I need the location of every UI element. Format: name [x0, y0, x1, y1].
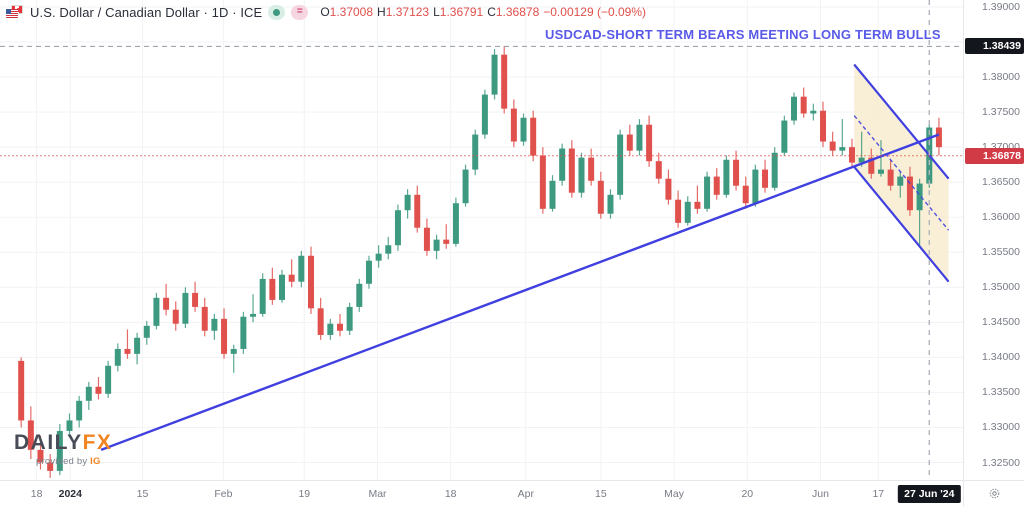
channel-lines: [853, 63, 950, 283]
price-axis-tick: 1.39000: [982, 1, 1020, 13]
ohlc-open-value: 1.37008: [329, 5, 374, 19]
time-axis-tick: 20: [741, 488, 754, 500]
price-axis-tick: 1.37500: [982, 106, 1020, 119]
gear-icon[interactable]: [988, 487, 1001, 500]
usa-flag-icon: [6, 9, 18, 18]
ohlc-high-key: H: [377, 5, 386, 19]
price-axis-tick: 1.36000: [982, 211, 1020, 224]
ohlc-open: O1.37008: [320, 5, 373, 19]
price-axis[interactable]: 1.390001.380001.375001.370001.365001.360…: [963, 0, 1024, 480]
usd-cad-flags-icon: [6, 4, 24, 20]
time-axis-tick: 17: [872, 488, 885, 500]
chart-legend: U.S. Dollar / Canadian Dollar · 1D · ICE…: [6, 4, 646, 20]
ohlc-close-key: C: [487, 5, 496, 19]
time-axis-tick: 18: [444, 488, 457, 500]
time-axis-tick: Feb: [214, 488, 233, 500]
market-open-dot-icon[interactable]: [268, 4, 286, 20]
watermark-subtitle: provided by IG: [36, 456, 112, 467]
last-price-badge: 1.36878: [965, 147, 1024, 164]
watermark-fx: FX: [82, 431, 113, 454]
adjusted-data-label: =: [296, 6, 303, 17]
descending-channel-overlay: [854, 64, 949, 282]
long-term-uptrend-line: [100, 133, 940, 452]
ohlc-close: C1.36878: [487, 5, 539, 19]
price-axis-tick: 1.36500: [982, 176, 1020, 189]
time-axis-tick: 15: [595, 488, 607, 500]
price-axis-tick: 1.33500: [982, 386, 1020, 399]
symbol-title[interactable]: U.S. Dollar / Canadian Dollar · 1D · ICE: [30, 4, 263, 20]
time-axis-tick: May: [664, 488, 685, 500]
period-high-badge: 1.38439: [965, 38, 1024, 55]
ohlc-change: −0.00129 (−0.09%): [543, 5, 646, 19]
chart-plot-area[interactable]: [0, 0, 963, 480]
ohlc-low-value: 1.36791: [439, 5, 484, 19]
price-axis-tick: 1.38000: [982, 71, 1020, 84]
watermark-wordmark: DAILYFX: [14, 432, 112, 453]
ohlc-high-value: 1.37123: [385, 5, 430, 19]
time-axis-tick: 15: [136, 488, 149, 500]
candles: [18, 46, 942, 478]
time-axis[interactable]: 18 2024 15 Feb 19 Mar 18 Apr 15 May 20 Jun 17 27 Jun …: [0, 480, 963, 506]
time-axis-tick: 18: [30, 488, 43, 500]
watermark-daily: DAILY: [14, 431, 83, 454]
dailyfx-watermark: DAILYFX provided by IG: [14, 432, 112, 467]
axis-corner: [963, 480, 1024, 506]
time-axis-tick: Jun: [812, 488, 829, 500]
chart-title-annotation[interactable]: USDCAD-SHORT TERM BEARS MEETING LONG TER…: [545, 27, 941, 42]
adjusted-data-icon[interactable]: =: [291, 4, 309, 20]
time-axis-tick: 19: [298, 488, 311, 500]
ohlc-open-key: O: [320, 5, 330, 19]
ohlc-low: L1.36791: [433, 5, 483, 19]
time-axis-tick: Apr: [517, 488, 534, 500]
watermark-ig: IG: [90, 456, 101, 467]
candlestick-svg: [0, 0, 963, 480]
gridlines: [0, 0, 963, 480]
ohlc-high: H1.37123: [377, 5, 429, 19]
price-axis-tick: 1.35000: [982, 281, 1020, 294]
price-axis-tick: 1.33000: [982, 421, 1020, 434]
time-axis-tick: Mar: [368, 488, 387, 500]
time-axis-tick: 2024: [58, 488, 82, 500]
watermark-provided-by: provided by: [36, 456, 91, 467]
ohlc-values: O1.37008 H1.37123 L1.36791 C1.36878 −0.0…: [320, 5, 646, 19]
price-axis-tick: 1.34000: [982, 351, 1020, 364]
price-axis-tick: 1.32500: [982, 456, 1020, 469]
ohlc-low-key: L: [433, 5, 440, 19]
cursor-date-badge: 27 Jun '24: [898, 485, 961, 503]
price-axis-tick: 1.35500: [982, 246, 1020, 259]
price-axis-tick: 1.34500: [982, 316, 1020, 329]
ohlc-close-value: 1.36878: [495, 5, 540, 19]
